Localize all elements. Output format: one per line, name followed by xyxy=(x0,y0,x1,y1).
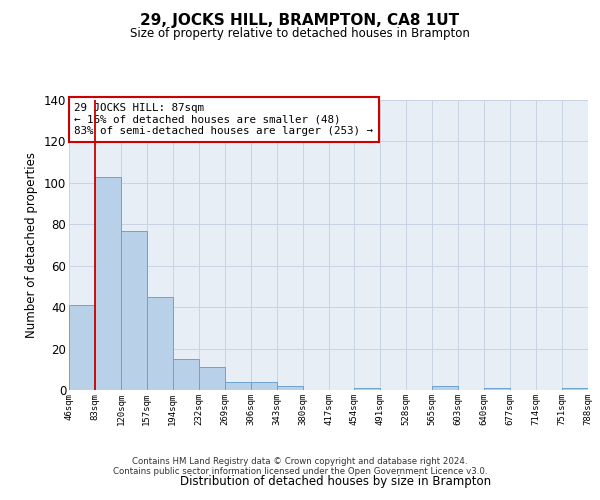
Text: 29, JOCKS HILL, BRAMPTON, CA8 1UT: 29, JOCKS HILL, BRAMPTON, CA8 1UT xyxy=(140,12,460,28)
Bar xyxy=(251,382,277,390)
Bar xyxy=(562,388,588,390)
Bar xyxy=(69,305,95,390)
Text: Contains public sector information licensed under the Open Government Licence v3: Contains public sector information licen… xyxy=(113,468,487,476)
Bar xyxy=(277,386,302,390)
Text: 29 JOCKS HILL: 87sqm
← 16% of detached houses are smaller (48)
83% of semi-detac: 29 JOCKS HILL: 87sqm ← 16% of detached h… xyxy=(74,103,373,136)
Bar xyxy=(147,297,173,390)
Bar xyxy=(433,386,458,390)
Bar xyxy=(173,359,199,390)
Bar xyxy=(484,388,510,390)
Text: Size of property relative to detached houses in Brampton: Size of property relative to detached ho… xyxy=(130,28,470,40)
Bar xyxy=(225,382,251,390)
Bar xyxy=(355,388,380,390)
Y-axis label: Number of detached properties: Number of detached properties xyxy=(25,152,38,338)
Bar xyxy=(199,367,224,390)
Bar xyxy=(121,230,147,390)
Text: Contains HM Land Registry data © Crown copyright and database right 2024.: Contains HM Land Registry data © Crown c… xyxy=(132,458,468,466)
Text: Distribution of detached houses by size in Brampton: Distribution of detached houses by size … xyxy=(181,474,491,488)
Bar xyxy=(95,176,121,390)
